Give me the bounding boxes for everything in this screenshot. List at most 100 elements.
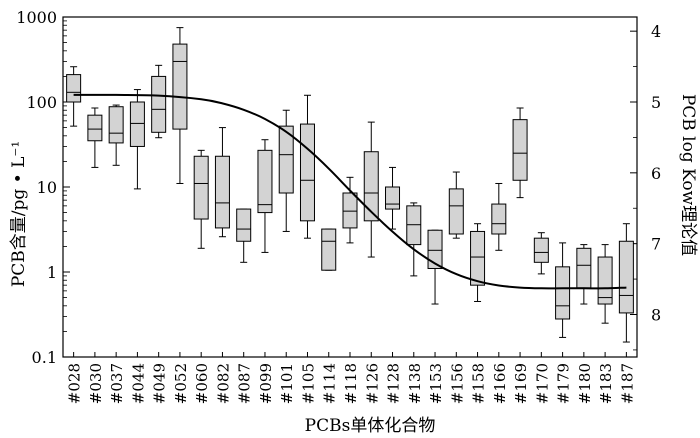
box-iqr	[533, 237, 549, 263]
x-tick-label: #138	[406, 363, 424, 404]
x-tick-label: #028	[66, 363, 84, 404]
box-iqr	[448, 188, 464, 235]
box-iqr	[385, 186, 401, 210]
box-105	[299, 94, 315, 239]
box-052	[172, 27, 188, 184]
x-tick-label: #101	[278, 363, 296, 404]
x-tick-label: #087	[236, 363, 254, 404]
box-153	[427, 229, 443, 305]
box-iqr	[214, 155, 230, 229]
x-tick-label: #060	[193, 363, 211, 404]
y-tick-label: 100	[26, 93, 57, 112]
x-tick-label: #082	[214, 363, 232, 404]
box-138	[406, 202, 422, 277]
box-iqr	[257, 149, 273, 214]
x-axis: #028 #030 #037 #044 #049 #052 #060 #082 #087 #099…	[66, 352, 636, 404]
box-156	[448, 171, 464, 239]
x-tick-label: #049	[151, 363, 169, 404]
y-tick-label: 1	[47, 263, 57, 282]
y-tick-label: 0.1	[32, 348, 57, 367]
x-tick-label: #126	[363, 363, 381, 404]
box-028	[66, 66, 82, 127]
box-049	[151, 64, 167, 139]
y-axis-right: 4 5 6 7 8	[630, 22, 661, 351]
box-iqr	[342, 192, 358, 229]
box-082	[214, 127, 230, 238]
box-044	[129, 89, 145, 190]
box-iqr	[363, 151, 379, 222]
x-axis-label: PCBs单体化合物	[305, 416, 436, 436]
box-183	[597, 244, 613, 324]
box-158	[470, 223, 486, 302]
x-tick-label: #099	[257, 363, 275, 404]
box-iqr	[321, 228, 337, 271]
box-iqr	[108, 106, 124, 144]
y2-tick-label: 7	[651, 235, 661, 254]
y-tick-label: 10	[37, 178, 57, 197]
box-187	[618, 223, 634, 343]
box-180	[576, 244, 592, 305]
box-iqr	[512, 119, 528, 181]
x-tick-label: #170	[533, 363, 551, 404]
box-iqr	[193, 155, 209, 220]
box-iqr	[87, 114, 103, 142]
y2-tick-label: 5	[651, 93, 661, 112]
box-iqr	[470, 230, 486, 286]
y2-axis-label: PCB log Kow理论值	[678, 94, 698, 256]
box-126	[363, 121, 379, 258]
x-tick-label: #114	[321, 363, 339, 404]
box-iqr	[427, 229, 443, 269]
box-iqr	[151, 75, 167, 133]
x-tick-label: #187	[618, 363, 636, 404]
x-tick-label: #030	[87, 363, 105, 404]
box-series	[66, 27, 634, 343]
box-iqr	[618, 240, 634, 314]
x-tick-label: #044	[129, 363, 147, 404]
box-iqr	[236, 208, 252, 242]
x-tick-label: #128	[385, 363, 403, 404]
x-tick-label: #037	[108, 363, 126, 404]
box-iqr	[129, 101, 145, 147]
y2-tick-label: 8	[651, 306, 661, 325]
box-179	[555, 242, 571, 338]
box-iqr	[555, 266, 571, 320]
box-iqr	[576, 247, 592, 289]
box-iqr	[299, 123, 315, 222]
box-iqr	[66, 74, 82, 103]
box-166	[491, 182, 507, 251]
box-iqr	[406, 205, 422, 246]
x-tick-label: #158	[470, 363, 488, 404]
box-iqr	[172, 43, 188, 130]
x-tick-label: #179	[555, 363, 573, 404]
y-axis-left: 0.1 1 10 100 1000	[16, 8, 70, 367]
x-tick-label: #052	[172, 363, 190, 404]
x-tick-label: #169	[512, 363, 530, 404]
kow-curve	[73, 93, 627, 290]
box-170	[533, 232, 549, 275]
box-169	[512, 107, 528, 199]
box-099	[257, 139, 273, 253]
x-tick-label: #118	[342, 363, 360, 404]
y2-tick-label: 4	[651, 22, 661, 41]
box-030	[87, 107, 103, 168]
box-118	[342, 176, 358, 244]
x-tick-label: #166	[491, 363, 509, 404]
box-128	[385, 166, 401, 230]
box-060	[193, 149, 209, 249]
x-tick-label: #153	[427, 363, 445, 404]
box-iqr	[491, 203, 507, 235]
x-tick-label: #180	[576, 363, 594, 404]
box-iqr	[278, 125, 294, 194]
box-087	[236, 208, 252, 263]
box-101	[278, 109, 294, 232]
y-tick-label: 1000	[16, 8, 57, 27]
box-114	[321, 228, 337, 271]
box-037	[108, 104, 124, 166]
y2-tick-label: 6	[651, 164, 661, 183]
y-axis-label: PCB含量/pg • L⁻¹	[9, 141, 29, 287]
x-tick-label: #183	[597, 363, 615, 404]
box-iqr	[597, 256, 613, 305]
kow-curve-line	[73, 93, 627, 290]
x-tick-label: #156	[448, 363, 466, 404]
